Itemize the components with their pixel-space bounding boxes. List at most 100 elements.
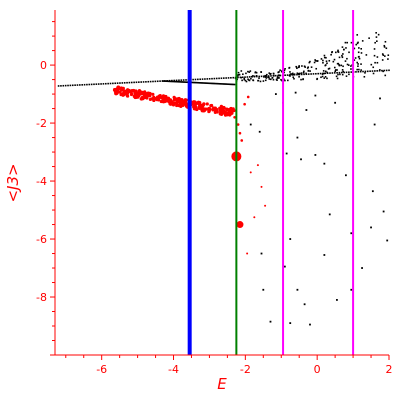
black-point [296,73,298,76]
black-point [211,77,213,80]
black-point [309,70,311,72]
red-point [116,85,120,89]
black-point [360,63,362,65]
black-point [224,83,226,85]
black-point [211,82,213,85]
black-point [167,80,170,83]
red-point [133,92,137,96]
black-point [343,48,345,51]
y-tick-label: -6 [36,233,47,246]
black-point [279,69,281,72]
black-point [365,54,368,56]
y-tick-label: -2 [36,117,47,130]
black-point [322,70,325,72]
black-point [356,34,359,36]
black-point [285,152,288,155]
black-point [203,82,206,84]
black-point [338,56,341,59]
black-point [324,72,327,75]
black-point [341,73,344,76]
black-point [355,71,357,73]
red-point [120,88,124,92]
black-point [255,71,258,74]
black-point [258,77,260,79]
red-point [170,100,174,104]
black-point [269,73,272,75]
black-point [385,69,388,72]
black-point [335,51,337,54]
black-point [254,71,257,74]
black-point [364,70,367,73]
black-point [265,75,268,77]
red-point [151,92,155,96]
black-point [264,74,267,77]
black-point [374,61,376,64]
red-point [143,90,147,94]
black-point [197,78,199,81]
black-point [341,46,344,48]
red-point [137,93,141,98]
black-point [240,70,243,72]
red-point [243,102,246,106]
black-point [208,82,211,85]
black-point [302,71,305,74]
black-point [97,83,100,85]
black-point [326,62,328,65]
black-point [376,70,378,72]
black-point [329,72,331,74]
black-point [290,73,293,75]
red-point [228,112,232,116]
black-point [314,59,316,61]
black-point [276,77,279,79]
black-point [274,93,277,95]
black-point [362,70,364,73]
black-point [100,83,102,85]
black-point [252,79,254,81]
black-point [241,76,244,79]
black-point [281,70,283,73]
black-point [231,83,233,86]
black-point [357,70,360,73]
black-point [159,80,161,82]
black-point [336,77,339,80]
black-point [310,66,313,68]
y-tick-label: 0 [40,59,47,72]
black-point [292,73,295,76]
red-point [210,103,214,108]
black-point [265,77,268,79]
black-point [260,71,262,73]
black-point [310,73,312,75]
red-point [143,95,147,100]
x-tick-label: 2 [386,363,393,376]
black-point [233,83,236,86]
black-point [348,71,350,74]
black-point [293,77,295,80]
black-point [333,58,336,61]
black-point [284,67,286,70]
black-point [331,72,334,74]
black-point [341,56,344,59]
black-point [382,70,384,73]
black-point [291,74,294,76]
black-point [138,81,140,83]
black-point [230,83,232,86]
black-point [300,78,302,81]
black-point [270,78,272,81]
black-point [383,46,386,48]
red-point [185,102,189,106]
black-point [262,80,265,82]
black-point [218,82,220,85]
black-point [384,74,387,77]
black-point [64,84,67,87]
black-point [345,75,348,77]
black-point [208,78,211,80]
red-point [238,131,242,135]
black-point [253,75,256,78]
black-point [93,83,95,86]
black-point [276,76,279,78]
black-point [81,84,83,86]
black-point [121,82,124,84]
black-point [220,83,223,85]
black-point [291,72,294,75]
black-point [237,74,240,76]
